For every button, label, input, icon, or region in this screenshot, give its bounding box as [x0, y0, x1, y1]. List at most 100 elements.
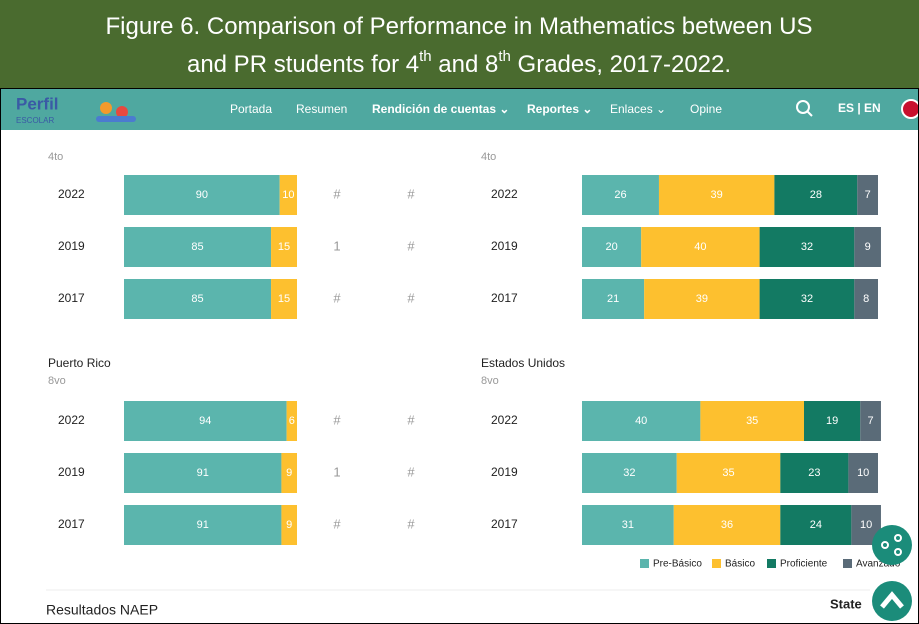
row-value: # — [407, 516, 415, 531]
legend-swatch — [712, 559, 721, 568]
bar-label: 10 — [860, 519, 872, 531]
bar-segment — [124, 453, 282, 493]
bar-segment — [582, 505, 674, 545]
caption-sup: th — [419, 48, 432, 65]
bar-segment — [286, 401, 297, 441]
row-value: 1 — [333, 238, 340, 253]
bar-label: 90 — [196, 189, 208, 201]
bar-segment — [860, 401, 881, 441]
share-icon — [894, 534, 902, 542]
nav-item[interactable]: Opine — [690, 102, 722, 116]
panel-grade: 8vo — [48, 375, 66, 387]
language-toggle[interactable]: ES | EN — [838, 101, 881, 115]
bar-label: 6 — [289, 415, 295, 427]
share-button[interactable] — [872, 525, 912, 565]
bar-label: 85 — [191, 293, 203, 305]
nav-item[interactable]: Enlaces ⌄ — [610, 102, 666, 116]
bar-label: 8 — [863, 293, 869, 305]
nav-item[interactable]: Reportes ⌄ — [527, 102, 592, 116]
bar-segment — [641, 227, 760, 267]
bar-segment — [848, 453, 878, 493]
bar-segment — [644, 279, 760, 319]
bar-segment — [582, 453, 677, 493]
bar-segment — [271, 279, 297, 319]
bar-label: 9 — [865, 241, 871, 253]
caption-line: and PR students for 4th and 8th Grades, … — [187, 48, 731, 78]
row-value: # — [333, 290, 341, 305]
bar-segment — [124, 227, 272, 267]
bar-segment — [582, 279, 645, 319]
row-year: 2022 — [58, 187, 85, 201]
bar-label: 40 — [635, 415, 647, 427]
bar-label: 9 — [286, 467, 292, 479]
bar-segment — [124, 175, 280, 215]
bar-segment — [582, 175, 659, 215]
bar-segment — [759, 227, 855, 267]
bar-label: 32 — [801, 241, 813, 253]
bar-label: 23 — [808, 467, 820, 479]
panel-title: Estados Unidos — [481, 356, 565, 370]
logo[interactable]: Perfil — [16, 94, 59, 113]
bar-segment — [281, 453, 297, 493]
bar-segment — [759, 279, 855, 319]
legend-label: Pre-Básico — [653, 559, 702, 570]
caption-text: Grades, 2017-2022. — [511, 51, 731, 78]
bar-label: 15 — [278, 241, 290, 253]
bar-label: 20 — [605, 241, 617, 253]
bar-segment — [124, 279, 272, 319]
row-year: 2017 — [491, 291, 518, 305]
caption-text: Figure 6. Comparison of Performance in M… — [106, 13, 813, 40]
bar-label: 9 — [286, 519, 292, 531]
caption-sup: th — [498, 48, 511, 65]
bar-segment — [804, 401, 861, 441]
bar-label: 32 — [623, 467, 635, 479]
panel-grade: 8vo — [481, 375, 499, 387]
share-icon — [881, 541, 889, 549]
row-value: # — [407, 412, 415, 427]
bar-segment — [854, 227, 881, 267]
row-year: 2019 — [58, 239, 85, 253]
bar-label: 91 — [197, 519, 209, 531]
row-value: # — [407, 238, 415, 253]
bar-segment — [279, 175, 297, 215]
footer-state[interactable]: State — [830, 596, 862, 611]
nav-item[interactable]: Rendición de cuentas ⌄ — [372, 102, 509, 116]
bar-label: 7 — [865, 189, 871, 201]
legend-label: Básico — [725, 559, 755, 570]
nav-item[interactable]: Resumen — [296, 102, 347, 116]
legend-swatch — [767, 559, 776, 568]
bar-segment — [676, 453, 781, 493]
row-year: 2017 — [491, 517, 518, 531]
bar-segment — [854, 279, 878, 319]
row-year: 2017 — [58, 291, 85, 305]
bar-segment — [774, 175, 858, 215]
row-year: 2022 — [491, 187, 518, 201]
bar-label: 85 — [191, 241, 203, 253]
scroll-top-button[interactable] — [872, 581, 912, 621]
bar-segment — [582, 401, 701, 441]
search-icon[interactable] — [796, 100, 810, 114]
legend-swatch — [843, 559, 852, 568]
bar-label: 39 — [711, 189, 723, 201]
bar-label: 94 — [199, 415, 211, 427]
row-value: # — [333, 412, 341, 427]
bar-segment — [124, 401, 287, 441]
panel-title: Puerto Rico — [48, 356, 111, 370]
row-year: 2019 — [58, 465, 85, 479]
row-value: 1 — [333, 464, 340, 479]
bar-label: 19 — [826, 415, 838, 427]
legend-label: Proficiente — [780, 559, 828, 570]
logo-icon — [116, 106, 128, 118]
row-value: # — [407, 186, 415, 201]
caption-text: and PR students for 4 — [187, 51, 419, 78]
bar-label: 26 — [614, 189, 626, 201]
bar-segment — [780, 505, 852, 545]
bar-label: 31 — [622, 519, 634, 531]
search-icon — [806, 110, 813, 117]
nav-item[interactable]: Portada — [230, 102, 272, 116]
bar-label: 7 — [868, 415, 874, 427]
logo-icon — [96, 116, 136, 122]
bar-segment — [124, 505, 282, 545]
